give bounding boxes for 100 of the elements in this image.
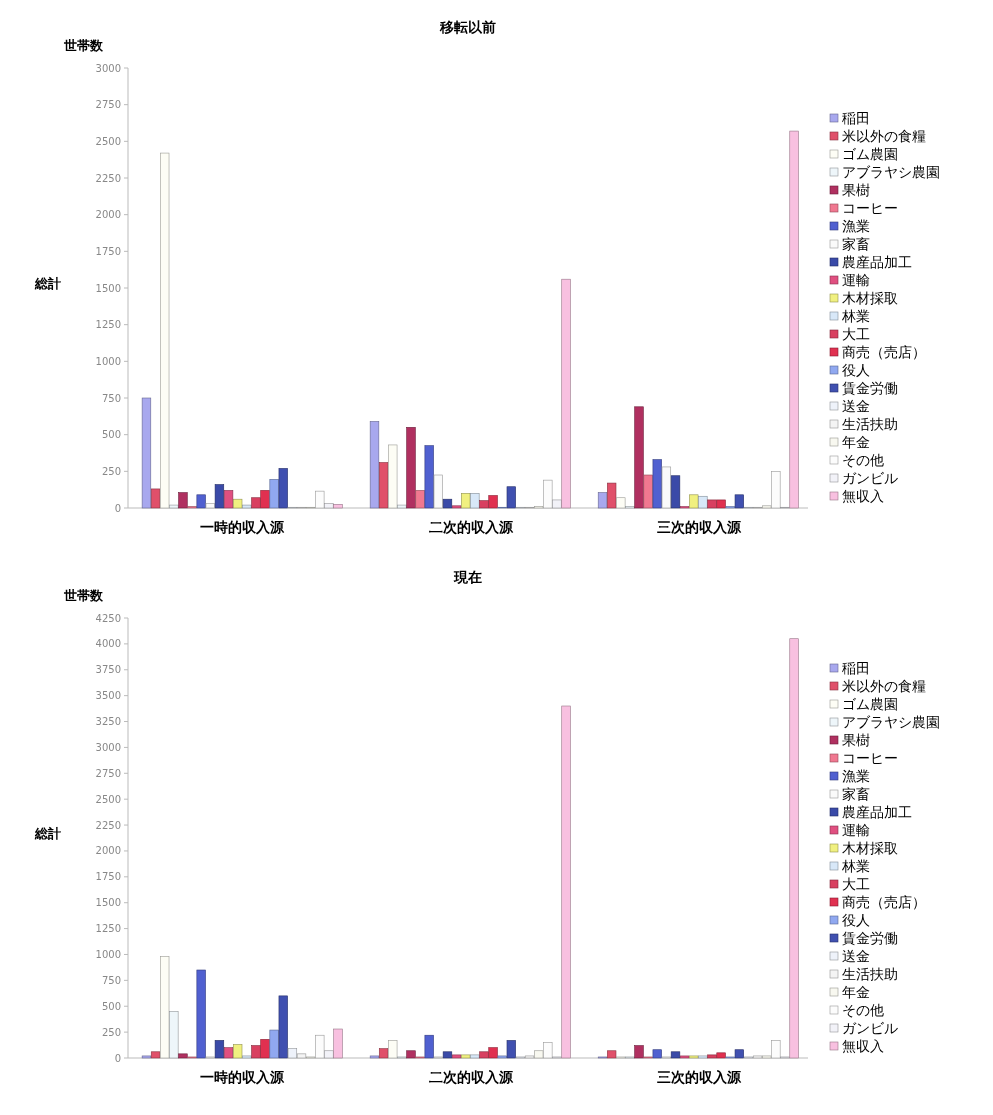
legend-label: コーヒー	[842, 199, 898, 216]
x-tick-label: 三次的収入源	[656, 519, 742, 535]
legend-label: コーヒー	[842, 749, 898, 766]
legend-label: 林業	[841, 307, 870, 324]
legend-label: その他	[842, 1001, 884, 1018]
bar	[506, 1040, 516, 1059]
legend-label: 家畜	[842, 235, 870, 252]
legend-label: 賃金労働	[842, 379, 898, 396]
x-tick-label: 二次的収入源	[428, 519, 514, 535]
bar	[470, 493, 480, 509]
bar	[150, 1051, 161, 1059]
chart-title: 現在	[453, 569, 482, 585]
y-axis-title: 世帯数	[62, 38, 104, 53]
bar	[689, 1055, 699, 1059]
x-tick-label: 一時的収入源	[200, 1069, 286, 1085]
legend-label: 稲田	[842, 109, 870, 126]
bar	[506, 486, 516, 509]
y-tick-label: 1500	[95, 282, 121, 294]
legend-label: 生活扶助	[842, 415, 898, 432]
bar	[451, 1054, 462, 1059]
bar	[461, 1054, 471, 1059]
bar	[689, 494, 699, 509]
chart-title: 移転以前	[439, 19, 496, 35]
legend-label: 大工	[842, 875, 870, 892]
bar	[369, 1055, 380, 1059]
bar	[378, 1048, 389, 1059]
legend-label: 農産品加工	[842, 803, 912, 820]
y-tick-label: 1500	[95, 897, 121, 909]
bar	[415, 490, 425, 509]
y-tick-label: 750	[101, 392, 121, 404]
legend-label: 稲田	[842, 659, 870, 676]
legend-label: 商売（売店）	[842, 893, 926, 910]
y-tick-label: 1250	[95, 319, 121, 331]
legend-label: 生活扶助	[842, 965, 898, 982]
bar	[470, 1054, 480, 1059]
bar	[406, 1050, 416, 1059]
bar	[150, 488, 161, 509]
bar	[661, 466, 672, 509]
bar	[205, 503, 215, 509]
x-tick-label: 一時的収入源	[200, 519, 286, 535]
text: 総計	[34, 826, 61, 841]
bar	[698, 495, 708, 509]
y-tick-label: 2500	[95, 135, 121, 147]
y-tick-label: 1750	[95, 245, 121, 257]
y-tick-label: 3000	[95, 62, 121, 74]
y-tick-label: 2500	[95, 793, 121, 805]
legend-label: 果樹	[842, 731, 870, 748]
bar	[242, 504, 252, 509]
y-tick-label: 2000	[95, 209, 121, 221]
bar	[233, 498, 243, 509]
bar	[369, 421, 380, 509]
bar	[734, 494, 744, 509]
bar	[242, 1055, 252, 1059]
bar	[433, 474, 443, 509]
bar	[442, 1051, 453, 1059]
y-axis-title: 世帯数	[62, 588, 104, 603]
text: 総計	[34, 276, 61, 291]
y-tick-label: 2750	[95, 767, 121, 779]
y-tick-label: 3000	[95, 741, 121, 753]
legend-label: 運輸	[842, 821, 870, 838]
legend-label: 年金	[842, 433, 870, 450]
y-tick-label: 2750	[95, 99, 121, 111]
legend-label: 木材採取	[842, 839, 898, 856]
bar	[670, 1051, 681, 1059]
legend-label: アブラヤシ農園	[842, 163, 940, 180]
legend-label: 家畜	[842, 785, 870, 802]
bar	[214, 484, 225, 509]
y-tick-label: 3750	[95, 664, 121, 676]
y-tick-label: 2250	[95, 819, 121, 831]
legend-label: 林業	[841, 857, 870, 874]
legend-label: 果樹	[842, 181, 870, 198]
legend-label: 賃金労働	[842, 929, 898, 946]
legend-label: 木材採取	[842, 289, 898, 306]
legend-label: 漁業	[842, 217, 870, 234]
legend-label: ガンビル	[842, 469, 898, 486]
y-tick-label: 1750	[95, 871, 121, 883]
bar	[461, 493, 471, 509]
y-tick-label: 750	[101, 974, 121, 986]
legend-label: 無収入	[842, 487, 884, 504]
bar	[278, 468, 288, 509]
bar	[597, 492, 608, 509]
legend-label: 役人	[842, 361, 870, 378]
legend-label: その他	[842, 451, 884, 468]
legend-label: 無収入	[842, 1037, 884, 1054]
bar	[561, 705, 571, 1059]
bar	[652, 459, 662, 509]
x-tick-label: 三次的収入源	[656, 1069, 742, 1085]
bar	[607, 482, 617, 509]
legend-label: 大工	[842, 325, 870, 342]
y-tick-label: 3250	[95, 716, 121, 728]
bar	[178, 1053, 188, 1059]
bar	[269, 479, 279, 509]
bar	[141, 397, 152, 509]
bar	[634, 406, 644, 509]
y-tick-label: 1000	[95, 948, 121, 960]
bar	[378, 462, 389, 509]
legend-label: 農産品加工	[842, 253, 912, 270]
legend-label: 役人	[842, 911, 870, 928]
y-tick-label: 2250	[95, 172, 121, 184]
bar	[333, 504, 343, 509]
